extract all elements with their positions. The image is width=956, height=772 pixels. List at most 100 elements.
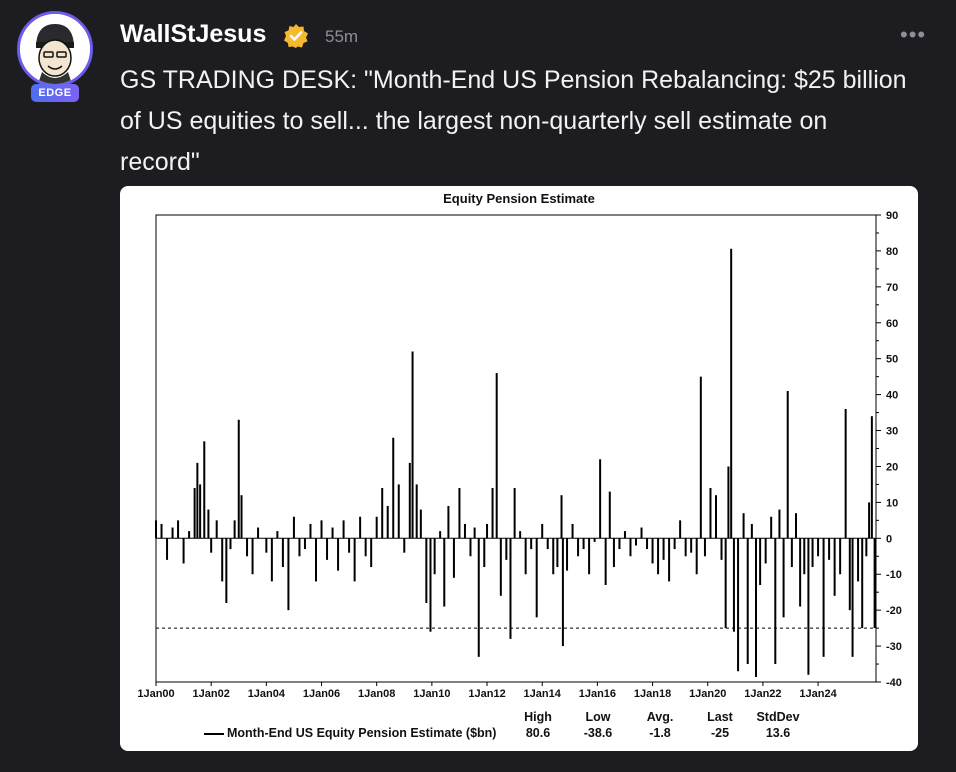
- x-tick-label: 1Jan22: [744, 688, 781, 700]
- data-bar: [844, 408, 847, 539]
- stat-header-high: High: [524, 710, 552, 724]
- data-bar: [552, 538, 555, 575]
- data-bar: [799, 538, 802, 607]
- data-bar: [337, 538, 340, 571]
- data-bar: [623, 531, 626, 539]
- x-tick-label: 1Jan20: [689, 688, 726, 700]
- data-bar: [724, 538, 727, 629]
- data-bar: [556, 538, 559, 568]
- y-tick-label: 0: [886, 533, 892, 545]
- y-tick-label: 50: [886, 354, 898, 366]
- data-bar: [233, 520, 236, 539]
- stat-value-avg: -1.8: [649, 726, 671, 740]
- data-bar: [684, 538, 687, 557]
- post-timestamp: 55m: [325, 27, 359, 46]
- data-bar: [452, 538, 455, 578]
- data-bar: [524, 538, 527, 575]
- data-bar: [709, 488, 712, 539]
- data-bar: [463, 523, 466, 539]
- data-bar: [370, 538, 373, 568]
- chart-legend: Month-End US Equity Pension Estimate ($b…: [204, 726, 496, 740]
- data-bar: [210, 538, 213, 553]
- data-bar: [392, 437, 395, 539]
- verified-check-icon: [284, 24, 308, 48]
- data-bar: [331, 527, 334, 539]
- data-bar: [229, 538, 232, 550]
- data-bar: [646, 538, 649, 550]
- data-bar: [640, 527, 643, 539]
- data-bar: [715, 495, 717, 539]
- data-bar: [359, 516, 362, 539]
- data-bar: [415, 484, 418, 539]
- data-bar: [635, 538, 637, 546]
- data-bar: [588, 538, 591, 575]
- data-bar: [618, 538, 621, 550]
- data-bar: [408, 462, 411, 539]
- data-bar: [782, 538, 785, 618]
- data-bar: [803, 538, 806, 575]
- x-tick-label: 1Jan24: [799, 688, 837, 700]
- stat-value-last: -25: [710, 726, 730, 740]
- data-bar: [657, 538, 660, 575]
- x-tick-label: 1Jan04: [248, 688, 286, 700]
- data-bar: [491, 488, 494, 539]
- data-bar: [177, 520, 180, 539]
- data-bar: [730, 248, 733, 539]
- data-bar: [720, 538, 723, 560]
- avatar[interactable]: [17, 11, 93, 87]
- data-bar: [541, 523, 544, 539]
- data-bar: [292, 516, 295, 539]
- data-bar: [215, 520, 218, 539]
- data-bar: [433, 538, 436, 575]
- data-bar: [353, 538, 356, 582]
- data-bar: [546, 538, 549, 550]
- plot-frame: [155, 214, 877, 683]
- data-bar: [309, 523, 312, 539]
- data-bar: [443, 538, 446, 607]
- y-tick-label: 70: [886, 282, 898, 294]
- more-options-icon[interactable]: •••: [900, 22, 927, 47]
- data-bar: [530, 538, 533, 550]
- y-tick-label: -40: [886, 677, 902, 689]
- data-bar: [315, 538, 317, 582]
- data-bar: [381, 488, 384, 539]
- data-bar: [171, 527, 174, 539]
- y-tick-label: 80: [886, 246, 898, 258]
- data-bar: [483, 538, 486, 568]
- data-bar: [679, 520, 682, 539]
- x-tick-label: 1Jan10: [413, 688, 450, 700]
- data-bar: [166, 538, 169, 560]
- data-bar: [811, 538, 814, 568]
- data-bar: [857, 538, 860, 582]
- data-bar: [458, 488, 461, 539]
- data-bar: [240, 495, 243, 539]
- data-bar: [375, 516, 378, 539]
- data-bar: [499, 538, 502, 596]
- data-bar: [196, 462, 199, 539]
- edge-badge: EDGE: [31, 84, 79, 102]
- data-bar: [822, 538, 825, 657]
- data-bar: [746, 538, 749, 665]
- data-bar: [764, 538, 767, 564]
- data-bar: [287, 538, 290, 611]
- data-bar: [732, 538, 735, 632]
- data-bar: [690, 538, 693, 553]
- data-bar: [742, 513, 745, 539]
- x-tick-label: 1Jan06: [303, 688, 340, 700]
- data-bar: [303, 538, 306, 550]
- stat-header-last: Last: [707, 710, 733, 724]
- data-bar: [870, 416, 873, 539]
- data-bar: [612, 538, 615, 568]
- stat-header-stddev: StdDev: [756, 710, 800, 724]
- data-bar: [774, 538, 777, 665]
- data-bar: [281, 538, 284, 568]
- stat-value-low: -38.6: [583, 726, 613, 740]
- data-bar: [439, 531, 442, 539]
- chart-image[interactable]: Equity Pension Estimate 90 80 70 60 50 40 30 20…: [120, 186, 918, 751]
- username[interactable]: WallStJesus: [120, 20, 267, 48]
- y-tick-label: 60: [886, 318, 898, 330]
- legend-line-icon: [204, 732, 224, 735]
- data-bar: [403, 538, 406, 553]
- x-tick-label: 1Jan18: [634, 688, 671, 700]
- data-bar: [561, 538, 564, 647]
